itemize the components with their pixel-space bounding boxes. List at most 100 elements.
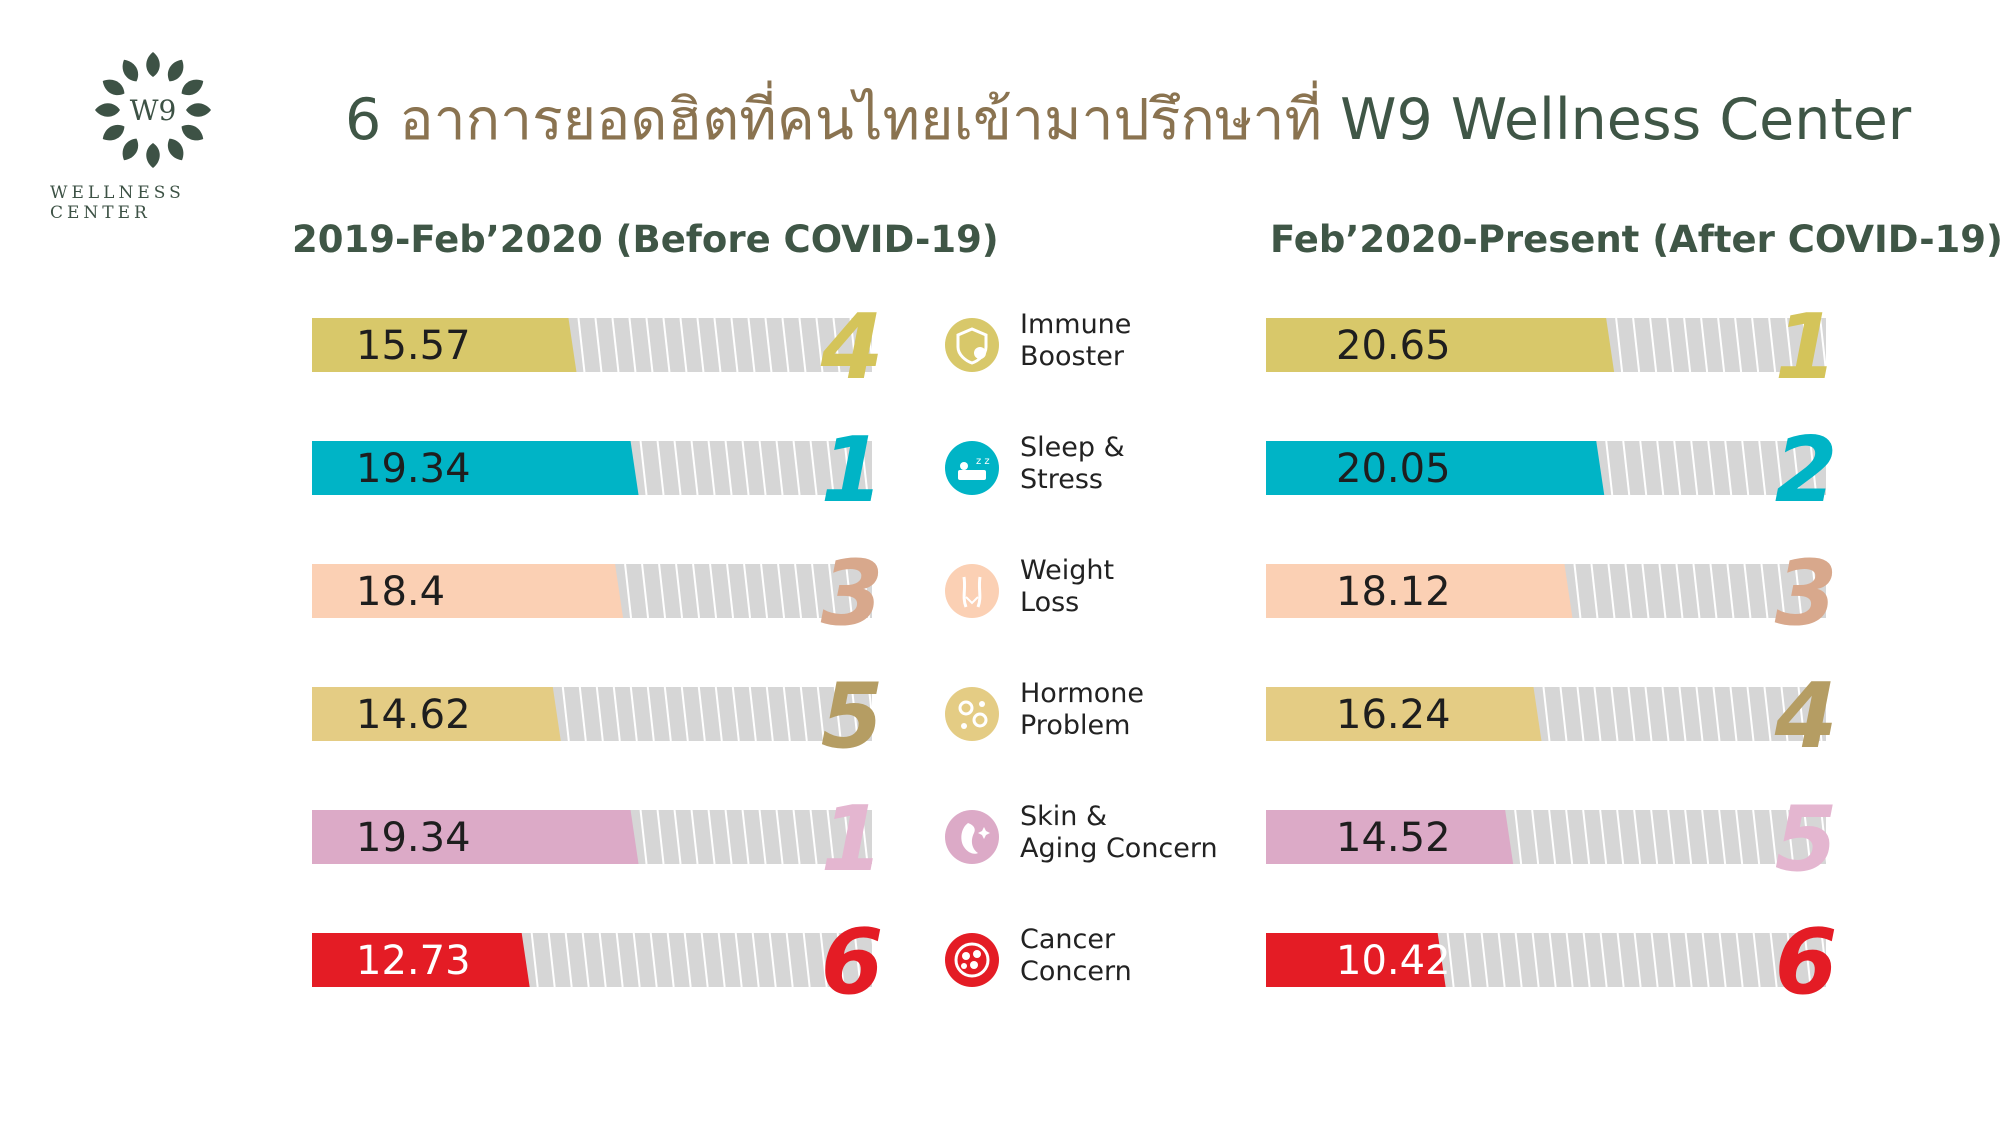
track-stripe: [561, 686, 570, 742]
track-stripe: [862, 563, 871, 619]
track-stripe: [690, 809, 699, 865]
value-bar-immune: [312, 318, 577, 372]
shield-virus-icon: [945, 318, 999, 372]
track-stripe: [1497, 932, 1506, 988]
value-label-hormone: 14.62: [356, 692, 471, 738]
track-stripe: [1735, 932, 1744, 988]
track-stripe: [598, 932, 607, 988]
track-stripe: [1673, 440, 1682, 496]
track-stripe: [697, 686, 706, 742]
track-stripe: [1819, 317, 1828, 373]
track-stripe: [646, 686, 655, 742]
track-stripe: [734, 932, 743, 988]
track-stripe: [758, 809, 767, 865]
track-stripe: [833, 686, 842, 742]
track-stripe: [816, 686, 825, 742]
track-stripe: [751, 932, 760, 988]
track-stripe: [826, 809, 835, 865]
track-stripe: [1514, 932, 1523, 988]
track-stripe: [662, 317, 671, 373]
track-stripe: [1610, 686, 1619, 742]
track-stripe: [828, 563, 837, 619]
track-stripe: [768, 932, 777, 988]
category-label-line1: Hormone: [1020, 678, 1144, 709]
rank-numeral-cancer: 6: [1775, 910, 1838, 1015]
track-stripe: [1656, 440, 1665, 496]
category-label-weight: Weight Loss: [1020, 555, 1114, 619]
track-stripe: [641, 563, 650, 619]
track-stripe: [730, 317, 739, 373]
track-stripe: [1632, 317, 1641, 373]
value-label-cancer: 12.73: [356, 938, 471, 984]
category-label-line1: Immune: [1020, 309, 1132, 340]
track-stripe: [1633, 809, 1642, 865]
track-stripe: [628, 317, 637, 373]
value-bar-hormone: [312, 687, 561, 741]
value-label-immune: 20.65: [1336, 323, 1451, 369]
track-stripe: [811, 563, 820, 619]
track-stripe: [1752, 932, 1761, 988]
track-stripe: [1820, 809, 1829, 865]
track-stripe: [639, 809, 648, 865]
track-stripe: [1709, 563, 1718, 619]
rank-numeral-weight: 3: [821, 541, 884, 646]
track-stripe: [792, 440, 801, 496]
track-stripe: [1463, 932, 1472, 988]
page-title: 6 อาการยอดฮิตที่คนไทยเข้ามาปรึกษาที่ W9 …: [345, 80, 1945, 160]
bed-sleep-icon: z z: [945, 441, 999, 495]
track-stripe: [1718, 809, 1727, 865]
category-label-sleep: Sleep & Stress: [1020, 432, 1125, 496]
track-stripe: [680, 686, 689, 742]
category-label-line1: Sleep &: [1020, 432, 1125, 463]
track-stripe: [1644, 686, 1653, 742]
track-stripe: [1786, 932, 1795, 988]
track-stripe: [679, 317, 688, 373]
category-label-line2: Aging Concern: [1020, 833, 1218, 864]
logo-petal: [181, 124, 204, 141]
track-stripe: [1667, 809, 1676, 865]
track-stripe: [743, 563, 752, 619]
track-stripe: [1701, 932, 1710, 988]
track-stripe: [1683, 317, 1692, 373]
track-stripe: [819, 932, 828, 988]
logo-petal: [122, 138, 139, 161]
track-stripe: [1785, 317, 1794, 373]
track-stripe: [717, 932, 726, 988]
track-stripe: [656, 440, 665, 496]
track-stripe: [849, 317, 858, 373]
logo-petal: [122, 59, 139, 82]
track-stripe: [1593, 686, 1602, 742]
track-stripe: [1684, 932, 1693, 988]
track-stripe: [1726, 563, 1735, 619]
logo-petal: [146, 143, 160, 168]
category-label-line2: Concern: [1020, 956, 1132, 987]
track-stripe: [1718, 932, 1727, 988]
track-stripe: [777, 563, 786, 619]
logo-petal: [167, 138, 184, 161]
logo-petal: [186, 103, 211, 117]
title-thai: อาการยอดฮิตที่คนไทยเข้ามาปรึกษาที่: [399, 87, 1323, 153]
value-bar-skin: [312, 810, 639, 864]
track-stripe: [1763, 686, 1772, 742]
track-stripe: [611, 317, 620, 373]
track-stripe: [1758, 440, 1767, 496]
rank-numeral-immune: 1: [1775, 295, 1838, 400]
track-stripe: [792, 809, 801, 865]
track-stripe: [741, 440, 750, 496]
logo-petal: [181, 79, 204, 96]
track-stripe: [1599, 932, 1608, 988]
title-prefix: 6: [345, 87, 400, 153]
track-stripe: [1548, 809, 1557, 865]
category-label-line2: Problem: [1020, 710, 1131, 741]
track-stripe: [748, 686, 757, 742]
category-label-line1: Skin &: [1020, 801, 1108, 832]
logo-wordmark: WELLNESS CENTER: [50, 183, 185, 223]
track-stripe: [1760, 563, 1769, 619]
svg-text:z z: z z: [976, 456, 990, 467]
track-stripe: [1724, 440, 1733, 496]
track-stripe: [1701, 809, 1710, 865]
category-label-line1: Cancer: [1020, 924, 1116, 955]
track-stripe: [867, 686, 876, 742]
rank-numeral-hormone: 4: [1774, 664, 1838, 769]
